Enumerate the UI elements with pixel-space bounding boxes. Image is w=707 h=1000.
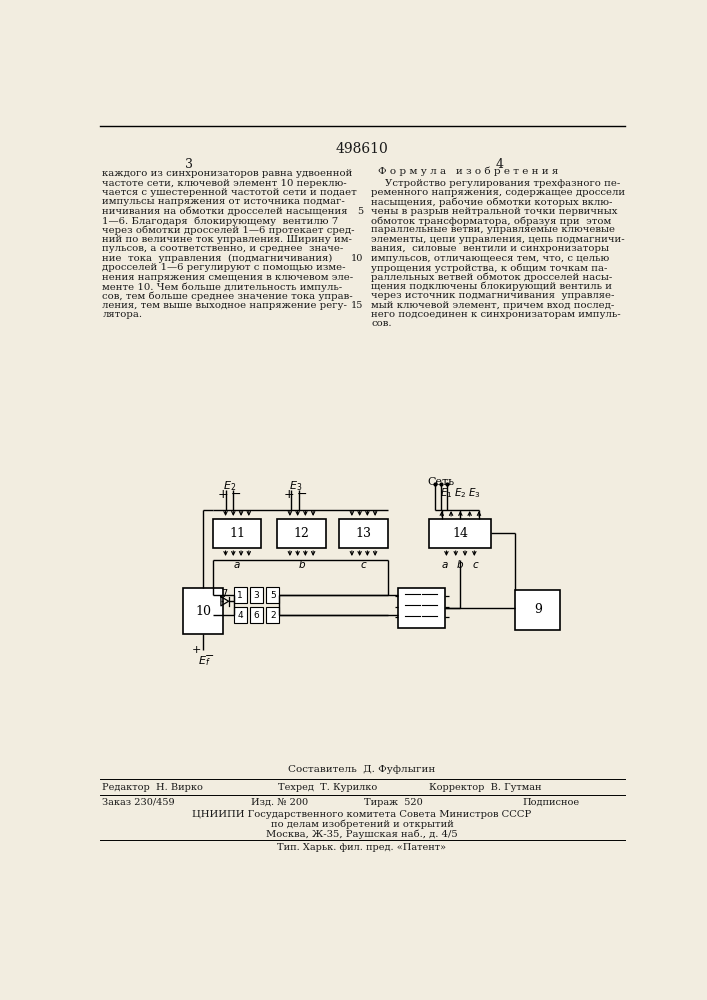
Text: 10: 10 xyxy=(195,605,211,618)
Bar xyxy=(234,587,247,603)
Text: Корректор  В. Гутман: Корректор В. Гутман xyxy=(429,783,542,792)
Bar xyxy=(234,607,247,623)
Text: +: + xyxy=(284,488,294,501)
Text: 6: 6 xyxy=(254,611,259,620)
Text: +: + xyxy=(192,645,201,655)
Text: 5: 5 xyxy=(270,591,276,600)
Text: чается с ушестеренной частотой сети и подает: чается с ушестеренной частотой сети и по… xyxy=(103,188,357,197)
Text: 4: 4 xyxy=(238,611,243,620)
Text: 12: 12 xyxy=(293,527,310,540)
Text: через обмотки дросселей 1—6 протекает сред-: через обмотки дросселей 1—6 протекает ср… xyxy=(103,226,355,235)
Text: c: c xyxy=(473,560,479,570)
Text: 2: 2 xyxy=(270,611,276,620)
Text: Составитель  Д. Фуфлыгин: Составитель Д. Фуфлыгин xyxy=(288,765,436,774)
Text: ние  тока  управления  (подмагничивания): ние тока управления (подмагничивания) xyxy=(103,254,333,263)
Text: Заказ 230/459: Заказ 230/459 xyxy=(103,798,175,807)
Text: Москва, Ж-35, Раушская наб., д. 4/5: Москва, Ж-35, Раушская наб., д. 4/5 xyxy=(266,830,458,839)
Text: Тип. Харьк. фил. пред. «Патент»: Тип. Харьк. фил. пред. «Патент» xyxy=(277,843,446,852)
Text: пульсов, а соответственно, и среднее  значе-: пульсов, а соответственно, и среднее зна… xyxy=(103,244,344,253)
Text: по делам изобретений и открытий: по делам изобретений и открытий xyxy=(271,820,453,829)
Text: 9: 9 xyxy=(534,603,542,616)
Text: 1—6. Благодаря  блокирующему  вентилю 7: 1—6. Благодаря блокирующему вентилю 7 xyxy=(103,216,339,226)
Bar xyxy=(183,588,223,634)
Text: насыщения, рабочие обмотки которых вклю-: насыщения, рабочие обмотки которых вклю- xyxy=(371,197,613,207)
Text: менте 10. Чем больше длительность импуль-: менте 10. Чем больше длительность импуль… xyxy=(103,282,342,292)
Text: 3: 3 xyxy=(254,591,259,600)
Text: b: b xyxy=(457,560,464,570)
Text: +: + xyxy=(218,488,228,501)
Text: $E_3$: $E_3$ xyxy=(468,487,481,500)
Text: лятора.: лятора. xyxy=(103,310,142,319)
Bar xyxy=(267,587,279,603)
Text: щения подключены блокирующий вентиль и: щения подключены блокирующий вентиль и xyxy=(371,282,612,291)
Bar xyxy=(250,607,263,623)
Text: 15: 15 xyxy=(351,301,363,310)
Text: Тираж  520: Тираж 520 xyxy=(363,798,422,807)
Text: сов, тем больше среднее значение тока управ-: сов, тем больше среднее значение тока уп… xyxy=(103,291,353,301)
Text: 1: 1 xyxy=(238,591,243,600)
Text: 11: 11 xyxy=(229,527,245,540)
Text: ЦНИИПИ Государственного комитета Совета Министров СССР: ЦНИИПИ Государственного комитета Совета … xyxy=(192,810,532,819)
Text: дросселей 1—6 регулируют с помощью изме-: дросселей 1—6 регулируют с помощью изме- xyxy=(103,263,346,272)
Text: 13: 13 xyxy=(356,527,371,540)
Text: $E_3$: $E_3$ xyxy=(288,479,302,493)
Text: нения напряжения смещения в ключевом эле-: нения напряжения смещения в ключевом эле… xyxy=(103,273,354,282)
Bar xyxy=(515,590,561,630)
Bar xyxy=(339,519,387,548)
Text: a: a xyxy=(442,560,448,570)
Text: 4: 4 xyxy=(495,158,503,172)
Text: импульсов, отличающееся тем, что, с целью: импульсов, отличающееся тем, что, с цель… xyxy=(371,254,609,263)
Text: Подписное: Подписное xyxy=(522,798,580,807)
Text: раллельных ветвей обмоток дросселей насы-: раллельных ветвей обмоток дросселей насы… xyxy=(371,272,612,282)
Text: −: − xyxy=(204,651,214,661)
Text: a: a xyxy=(234,560,240,570)
Text: ременного напряжения, содержащее дроссели: ременного напряжения, содержащее дроссел… xyxy=(371,188,626,197)
Text: импульсы напряжения от источника подмаг-: импульсы напряжения от источника подмаг- xyxy=(103,197,345,206)
Text: 3: 3 xyxy=(185,158,193,172)
Text: него подсоединен к синхронизаторам импуль-: него подсоединен к синхронизаторам импул… xyxy=(371,310,621,319)
Text: чены в разрыв нейтральной точки первичных: чены в разрыв нейтральной точки первичны… xyxy=(371,207,618,216)
Text: $E_2$: $E_2$ xyxy=(223,479,236,493)
Bar xyxy=(429,519,491,548)
Bar xyxy=(250,587,263,603)
Text: −: − xyxy=(230,488,241,501)
Text: Редактор  Н. Вирко: Редактор Н. Вирко xyxy=(103,783,203,792)
Bar xyxy=(277,519,325,548)
Bar xyxy=(213,519,261,548)
Text: 10: 10 xyxy=(351,254,363,263)
Text: Устройство регулирования трехфазного пе-: Устройство регулирования трехфазного пе- xyxy=(385,179,621,188)
Text: Ф о р м у л а   и з о б р е т е н и я: Ф о р м у л а и з о б р е т е н и я xyxy=(378,166,559,176)
Text: обмоток трансформатора, образуя при  этом: обмоток трансформатора, образуя при этом xyxy=(371,216,612,226)
Text: c: c xyxy=(361,560,366,570)
Text: Техред  Т. Курилко: Техред Т. Курилко xyxy=(279,783,378,792)
Text: мый ключевой элемент, причем вход послед-: мый ключевой элемент, причем вход послед… xyxy=(371,301,614,310)
Text: $E_2$: $E_2$ xyxy=(454,487,467,500)
Text: ний по величине ток управления. Ширину им-: ний по величине ток управления. Ширину и… xyxy=(103,235,352,244)
Text: параллельные ветви, управляемые ключевые: параллельные ветви, управляемые ключевые xyxy=(371,225,615,234)
Text: ничивания на обмотки дросселей насыщения: ничивания на обмотки дросселей насыщения xyxy=(103,207,348,216)
Text: Изд. № 200: Изд. № 200 xyxy=(251,798,308,807)
Text: 498610: 498610 xyxy=(336,142,388,156)
Text: $E_f$: $E_f$ xyxy=(198,654,211,668)
Text: каждого из синхронизаторов равна удвоенной: каждого из синхронизаторов равна удвоенн… xyxy=(103,169,353,178)
Text: элементы, цепи управления, цепь подмагничи-: элементы, цепи управления, цепь подмагни… xyxy=(371,235,625,244)
Text: 14: 14 xyxy=(452,527,468,540)
Text: ления, тем выше выходное напряжение регу-: ления, тем выше выходное напряжение регу… xyxy=(103,301,347,310)
Bar xyxy=(267,607,279,623)
Text: частоте сети, ключевой элемент 10 переклю-: частоте сети, ключевой элемент 10 перекл… xyxy=(103,179,347,188)
Text: 5: 5 xyxy=(357,207,363,216)
Text: упрощения устройства, к общим точкам па-: упрощения устройства, к общим точкам па- xyxy=(371,263,607,273)
Text: b: b xyxy=(298,560,305,570)
Text: 7: 7 xyxy=(222,589,228,599)
Text: сов.: сов. xyxy=(371,319,392,328)
Text: −: − xyxy=(296,488,307,501)
Bar xyxy=(398,588,445,628)
Text: через источник подмагничивания  управляе-: через источник подмагничивания управляе- xyxy=(371,291,614,300)
Text: Сеть: Сеть xyxy=(428,477,455,487)
Text: вания,  силовые  вентили и синхронизаторы: вания, силовые вентили и синхронизаторы xyxy=(371,244,609,253)
Text: $E_1$: $E_1$ xyxy=(440,487,452,500)
